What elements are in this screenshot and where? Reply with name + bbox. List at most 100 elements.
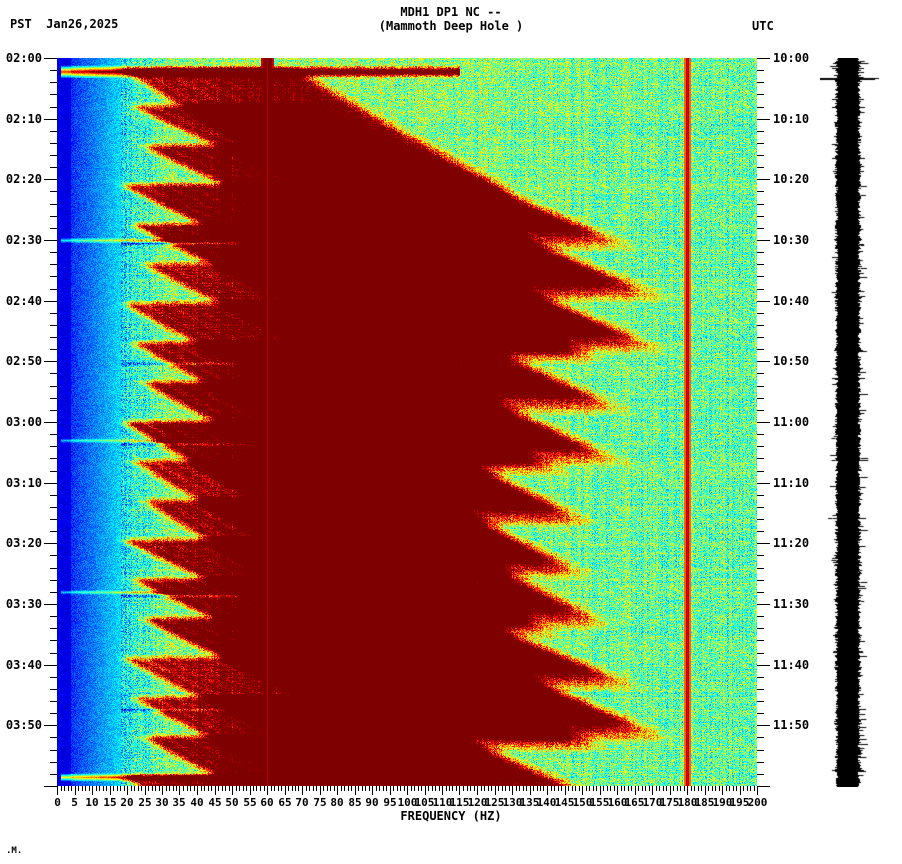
time-tick-major-pst bbox=[44, 361, 57, 362]
time-tick-label-utc: 11:50 bbox=[773, 718, 810, 732]
time-tick-minor-pst bbox=[50, 386, 57, 387]
frequency-tick-label: 110 bbox=[432, 796, 453, 809]
time-tick-minor-utc bbox=[757, 155, 764, 156]
frequency-tick-minor bbox=[211, 786, 212, 791]
time-tick-minor-utc bbox=[757, 628, 764, 629]
time-tick-minor-utc bbox=[757, 82, 764, 83]
time-tick-label-pst: 02:30 bbox=[5, 233, 42, 247]
time-tick-minor-pst bbox=[50, 531, 57, 532]
time-tick-major-utc bbox=[757, 119, 770, 120]
frequency-tick-major bbox=[670, 786, 671, 795]
amplitude-trace-canvas bbox=[820, 58, 892, 787]
frequency-tick-minor bbox=[712, 786, 713, 791]
frequency-tick-label: 160 bbox=[607, 796, 628, 809]
frequency-tick-major bbox=[722, 786, 723, 795]
frequency-tick-minor bbox=[621, 786, 622, 791]
frequency-tick-major bbox=[407, 786, 408, 795]
time-tick-label-pst: 02:00 bbox=[5, 51, 42, 65]
frequency-tick-minor bbox=[708, 786, 709, 791]
frequency-tick-label: 65 bbox=[278, 796, 292, 809]
time-tick-label-utc: 11:10 bbox=[773, 476, 810, 490]
frequency-tick-label: 120 bbox=[467, 796, 488, 809]
frequency-tick-label: 195 bbox=[729, 796, 750, 809]
corner-artifact-mark: .M. bbox=[6, 846, 23, 856]
frequency-tick-minor bbox=[418, 786, 419, 791]
time-tick-minor-pst bbox=[50, 143, 57, 144]
time-tick-major-utc bbox=[757, 361, 770, 362]
frequency-tick-minor bbox=[586, 786, 587, 791]
frequency-tick-label: 130 bbox=[502, 796, 523, 809]
frequency-tick-minor bbox=[309, 786, 310, 791]
time-tick-label-pst: 02:10 bbox=[5, 112, 42, 126]
frequency-tick-minor bbox=[71, 786, 72, 791]
frequency-tick-minor bbox=[148, 786, 149, 791]
frequency-tick-major bbox=[635, 786, 636, 795]
frequency-tick-major bbox=[600, 786, 601, 795]
time-tick-minor-utc bbox=[757, 713, 764, 714]
time-tick-minor-utc bbox=[757, 434, 764, 435]
frequency-tick-major bbox=[512, 786, 513, 795]
frequency-tick-minor bbox=[733, 786, 734, 791]
frequency-tick-minor bbox=[428, 786, 429, 791]
time-tick-minor-utc bbox=[757, 228, 764, 229]
time-tick-major-utc bbox=[757, 725, 770, 726]
frequency-tick-minor bbox=[698, 786, 699, 791]
frequency-tick-label: 190 bbox=[712, 796, 733, 809]
frequency-tick-minor bbox=[509, 786, 510, 791]
frequency-tick-major bbox=[459, 786, 460, 795]
frequency-tick-minor bbox=[117, 786, 118, 791]
frequency-tick-minor bbox=[680, 786, 681, 791]
frequency-tick-minor bbox=[274, 786, 275, 791]
frequency-tick-major bbox=[302, 786, 303, 795]
frequency-tick-minor bbox=[204, 786, 205, 791]
time-tick-major-utc bbox=[757, 604, 770, 605]
frequency-tick-major bbox=[617, 786, 618, 795]
time-tick-minor-utc bbox=[757, 398, 764, 399]
frequency-tick-label: 25 bbox=[138, 796, 152, 809]
frequency-tick-minor bbox=[568, 786, 569, 791]
frequency-tick-minor bbox=[729, 786, 730, 791]
time-tick-minor-pst bbox=[50, 107, 57, 108]
frequency-tick-minor bbox=[593, 786, 594, 791]
frequency-tick-minor bbox=[61, 786, 62, 791]
frequency-tick-major bbox=[547, 786, 548, 795]
frequency-tick-minor bbox=[89, 786, 90, 791]
frequency-tick-minor bbox=[663, 786, 664, 791]
time-tick-minor-pst bbox=[50, 252, 57, 253]
frequency-tick-minor bbox=[383, 786, 384, 791]
frequency-tick-minor bbox=[572, 786, 573, 791]
spectrogram-plot[interactable] bbox=[57, 58, 757, 786]
time-tick-minor-pst bbox=[50, 155, 57, 156]
time-tick-minor-pst bbox=[50, 495, 57, 496]
frequency-tick-minor bbox=[152, 786, 153, 791]
frequency-tick-label: 0 bbox=[54, 796, 61, 809]
frequency-tick-major bbox=[197, 786, 198, 795]
frequency-tick-label: 170 bbox=[642, 796, 663, 809]
time-tick-minor-pst bbox=[50, 204, 57, 205]
frequency-tick-minor bbox=[327, 786, 328, 791]
time-tick-minor-pst bbox=[50, 507, 57, 508]
time-tick-major-utc bbox=[757, 301, 770, 302]
time-tick-minor-utc bbox=[757, 289, 764, 290]
frequency-tick-label: 125 bbox=[484, 796, 505, 809]
frequency-tick-minor bbox=[358, 786, 359, 791]
frequency-tick-label: 55 bbox=[243, 796, 257, 809]
time-tick-label-utc: 11:40 bbox=[773, 658, 810, 672]
frequency-tick-minor bbox=[533, 786, 534, 791]
time-tick-minor-pst bbox=[50, 750, 57, 751]
frequency-tick-label: 95 bbox=[383, 796, 397, 809]
time-tick-minor-pst bbox=[50, 167, 57, 168]
frequency-tick-minor bbox=[344, 786, 345, 791]
time-tick-minor-utc bbox=[757, 531, 764, 532]
frequency-tick-minor bbox=[463, 786, 464, 791]
frequency-tick-minor bbox=[558, 786, 559, 791]
time-tick-major-pst bbox=[44, 179, 57, 180]
time-tick-minor-utc bbox=[757, 349, 764, 350]
frequency-tick-major bbox=[372, 786, 373, 795]
timezone-right-label: UTC bbox=[752, 19, 774, 33]
time-tick-label-pst: 03:50 bbox=[5, 718, 42, 732]
time-tick-minor-utc bbox=[757, 616, 764, 617]
frequency-tick-major bbox=[652, 786, 653, 795]
time-tick-minor-utc bbox=[757, 313, 764, 314]
frequency-tick-label: 80 bbox=[330, 796, 344, 809]
